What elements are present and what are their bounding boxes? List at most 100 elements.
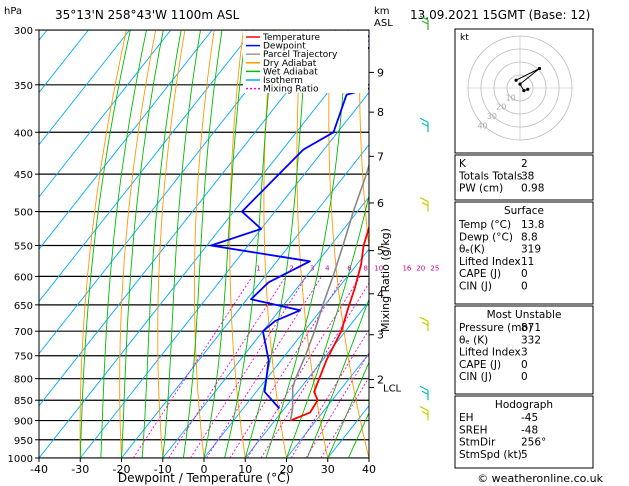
surface-row-label: Lifted Index <box>459 256 521 268</box>
surface-row-label: θₑ(K) <box>459 244 485 256</box>
temperature-tick-label: -20 <box>113 463 131 476</box>
dry-adiabat-line <box>328 30 369 458</box>
hodograph-ring-label: 20 <box>496 103 506 112</box>
dry-adiabat-line <box>594 30 629 458</box>
surface-row-value: 8.8 <box>521 231 538 243</box>
wet-adiabat-line <box>244 30 309 458</box>
hodograph-row-label: StmDir <box>459 437 496 449</box>
pressure-tick-label: 850 <box>14 396 33 407</box>
wind-barb-flag <box>419 197 429 203</box>
temperature-tick-label: 10 <box>238 463 252 476</box>
dry-adiabat-line <box>119 30 157 458</box>
wet-adiabat-line <box>162 30 201 458</box>
height-asl-label: ASL <box>374 18 393 29</box>
hodograph-point <box>526 87 530 91</box>
pressure-tick-label: 650 <box>14 301 33 312</box>
dry-adiabat-line <box>193 30 215 458</box>
wind-barb-flag <box>419 385 429 391</box>
wind-barb-flag <box>421 411 429 416</box>
wet-adiabat-line <box>327 361 369 458</box>
pressure-tick-label: 1000 <box>8 454 33 465</box>
isotherm-line <box>39 30 172 198</box>
hodograph-point <box>537 66 542 71</box>
hodograph-row-value: -48 <box>521 424 538 436</box>
mixing-ratio-axis-label: Mixing Ratio (g/kg) <box>379 228 392 332</box>
mixing-ratio-label: 8 <box>364 264 368 272</box>
legend-label: Dry Adiabat <box>263 59 317 69</box>
pressure-tick-label: 800 <box>14 375 33 386</box>
temperature-tick-label: -40 <box>30 463 48 476</box>
hodograph-ring-label: 30 <box>487 112 497 121</box>
temperature-tick-label: 30 <box>321 463 335 476</box>
wind-barb-flag <box>421 390 429 395</box>
surface-row-label: Dewp (°C) <box>459 231 513 243</box>
surface-row-value: 0 <box>521 268 528 280</box>
pressure-tick-label: 300 <box>14 26 33 37</box>
temperature-tick-label: -10 <box>154 463 172 476</box>
most-unstable-row-value: 0 <box>521 371 528 383</box>
height-tick-label: 3 <box>377 329 384 342</box>
hodograph-row-label: EH <box>459 412 474 424</box>
datetime-title: 13.09.2021 15GMT (Base: 12) <box>410 8 590 22</box>
surface-row-label: Temp (°C) <box>458 219 511 231</box>
location-title: 35°13'N 258°43'W 1100m ASL <box>55 8 240 22</box>
isotherm-line <box>203 248 369 458</box>
temperature-tick-label: 20 <box>280 463 294 476</box>
temperature-tick-label: 40 <box>362 463 376 476</box>
dry-adiabat-line <box>157 30 186 458</box>
mixing-ratio-line <box>320 376 369 458</box>
surface-row-label: CAPE (J) <box>459 268 501 280</box>
height-tick-label: 7 <box>377 150 384 163</box>
wet-adiabat-line <box>306 297 369 458</box>
wind-barb-flag <box>419 406 429 412</box>
temperature-tick-label: -30 <box>71 463 89 476</box>
dry-adiabat-line <box>624 30 629 458</box>
pressure-tick-label: 700 <box>14 327 33 338</box>
wind-barb-flag <box>419 316 429 322</box>
pressure-tick-label: 400 <box>14 128 33 139</box>
mixing-ratio-line <box>305 352 369 458</box>
isotherm-line <box>39 30 213 250</box>
surface-row-value: 11 <box>521 256 534 268</box>
mixing-ratio-label: 6 <box>347 264 352 272</box>
dry-adiabat-line <box>229 30 246 458</box>
index-row-value: 38 <box>521 170 534 182</box>
most-unstable-row-label: θₑ (K) <box>459 334 488 346</box>
mixing-ratio-label: 25 <box>430 264 439 272</box>
copyright-text: © weatheronline.co.uk <box>477 472 603 485</box>
wind-barb-flag <box>421 321 429 326</box>
most-unstable-row-value: 3 <box>521 347 528 359</box>
hodograph-point <box>518 82 522 86</box>
hodograph-table-title: Hodograph <box>495 399 553 411</box>
isotherm-line <box>39 30 130 146</box>
legend-label: Dewpoint <box>263 42 306 52</box>
mixing-ratio-line <box>229 276 345 458</box>
height-unit-label: km <box>374 6 390 17</box>
surface-title: Surface <box>504 205 544 217</box>
height-tick-label: 8 <box>377 106 384 119</box>
dry-adiabat-line <box>263 30 287 458</box>
surface-row-label: CIN (J) <box>459 281 492 293</box>
most-unstable-row-label: CIN (J) <box>459 371 492 383</box>
wind-barb-flag <box>421 122 429 127</box>
index-row-value: 0.98 <box>521 183 544 195</box>
most-unstable-row-label: Pressure (mb) <box>459 322 532 334</box>
legend-label: Temperature <box>262 33 320 43</box>
isotherm-line <box>162 196 369 458</box>
isotherm-line <box>286 352 369 458</box>
x-axis-label: Dewpoint / Temperature (°C) <box>118 471 290 485</box>
most-unstable-table <box>454 305 594 395</box>
wind-barb-flag <box>419 117 429 123</box>
pressure-tick-label: 550 <box>14 241 33 252</box>
hodograph-row-value: 256° <box>521 437 546 449</box>
wet-adiabat-line <box>141 30 182 458</box>
wet-adiabat-line <box>265 30 349 458</box>
pressure-tick-label: 950 <box>14 436 33 447</box>
wet-adiabat-line <box>79 30 131 458</box>
surface-table <box>454 201 594 305</box>
hodograph-ring-label: 10 <box>506 93 516 102</box>
